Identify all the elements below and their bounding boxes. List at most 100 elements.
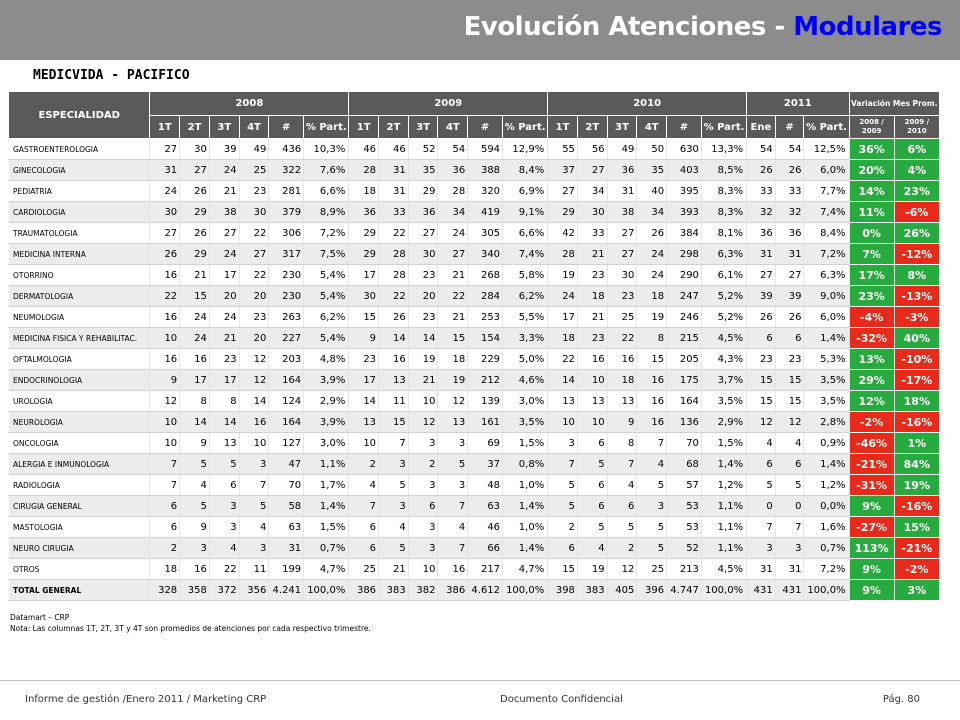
cell-var-2009-2010: 18%: [893, 390, 941, 412]
cell-name: ENDOCRINOLOGIA: [7, 369, 151, 391]
header-year-2008: 2008: [149, 91, 350, 116]
cell-2010-part: 1,5%: [700, 432, 748, 454]
cell-2010-3t: 16: [606, 348, 638, 370]
cell-2010-total: 290: [666, 264, 702, 286]
cell-var-2008-2009: 14%: [848, 180, 895, 202]
cell-var-2009-2010: -6%: [893, 201, 941, 223]
cell-2009-1t: 25: [348, 558, 380, 580]
cell-2010-4t: 25: [636, 558, 668, 580]
cell-2009-3t: 21: [407, 369, 439, 391]
cell-2009-3t: 12: [407, 411, 439, 433]
cell-2010-total: 205: [666, 348, 702, 370]
cell-2009-total: 46: [467, 516, 504, 538]
cell-2010-total: 136: [666, 411, 702, 433]
cell-var-2009-2010: -10%: [893, 348, 941, 370]
cell-2008-4t: 25: [238, 159, 270, 181]
cell-2008-part: 1,5%: [303, 516, 350, 538]
cell-2009-3t: 382: [407, 579, 439, 601]
cell-2010-1t: 3: [547, 432, 578, 454]
cell-2008-4t: 14: [238, 390, 270, 412]
cell-2009-part: 0,8%: [502, 453, 549, 475]
cell-2011-total: 4: [774, 432, 805, 454]
cell-2009-1t: 17: [348, 264, 380, 286]
cell-2011-total: 26: [774, 306, 805, 328]
cell-var-2008-2009: 12%: [848, 390, 895, 412]
cell-2010-total: 246: [666, 306, 702, 328]
cell-2010-part: 1,1%: [700, 537, 748, 559]
footer-center: Documento Confidencial: [500, 694, 623, 705]
cell-2011-total: 54: [774, 138, 805, 160]
cell-2008-total: 31: [268, 537, 305, 559]
cell-2008-1t: 16: [149, 348, 181, 370]
cell-name: NEUMOLOGIA: [7, 306, 151, 328]
cell-2008-1t: 6: [149, 516, 181, 538]
cell-2009-1t: 46: [348, 138, 380, 160]
cell-2010-part: 13,3%: [700, 138, 748, 160]
cell-2009-part: 6,9%: [502, 180, 549, 202]
cell-2009-part: 1,0%: [502, 516, 549, 538]
cell-2008-4t: 10: [238, 432, 270, 454]
cell-2011-part: 5,3%: [803, 348, 850, 370]
cell-2011-part: 1,6%: [803, 516, 850, 538]
cell-2008-1t: 18: [149, 558, 181, 580]
cell-2008-3t: 20: [208, 285, 240, 307]
cell-2010-part: 3,7%: [700, 369, 748, 391]
header-2008-3t: 3T: [208, 115, 240, 139]
cell-2008-3t: 21: [208, 327, 240, 349]
cell-2009-part: 6,6%: [502, 222, 549, 244]
cell-2008-part: 7,2%: [303, 222, 350, 244]
page-subtitle: MEDICVIDA - PACIFICO: [33, 68, 190, 83]
cell-2008-2t: 17: [179, 369, 210, 391]
cell-var-2009-2010: -12%: [893, 243, 941, 265]
cell-2011-part: 8,4%: [803, 222, 850, 244]
cell-2011-ene: 26: [746, 159, 776, 181]
cell-2010-total: 68: [666, 453, 702, 475]
cell-2011-ene: 6: [746, 453, 776, 475]
cell-2008-2t: 24: [179, 327, 210, 349]
cell-name: OTROS: [7, 558, 151, 580]
cell-2011-ene: 31: [746, 243, 776, 265]
cell-2011-part: 6,0%: [803, 306, 850, 328]
cell-2010-2t: 23: [576, 327, 608, 349]
cell-2011-total: 6: [774, 327, 805, 349]
cell-2010-2t: 4: [576, 537, 608, 559]
cell-var-2009-2010: -16%: [893, 411, 941, 433]
cell-2010-part: 1,1%: [700, 495, 748, 517]
header-year-2009: 2009: [348, 91, 549, 116]
cell-2010-total: 298: [666, 243, 702, 265]
cell-2008-2t: 26: [179, 222, 210, 244]
cell-2011-part: 100,0%: [803, 579, 850, 601]
cell-2008-3t: 3: [208, 516, 240, 538]
cell-2009-3t: 3: [407, 537, 439, 559]
cell-2011-ene: 15: [746, 390, 776, 412]
cell-2010-4t: 24: [636, 243, 668, 265]
cell-2009-4t: 5: [437, 453, 469, 475]
cell-var-2008-2009: 13%: [848, 348, 895, 370]
cell-2008-1t: 7: [149, 453, 181, 475]
header-2011-ene: Ene: [746, 115, 776, 139]
cell-2008-3t: 5: [208, 453, 240, 475]
page-title-prefix: Evolución Atenciones -: [463, 12, 794, 42]
cell-2010-4t: 4: [636, 453, 668, 475]
cell-name: OFTALMOLOGIA: [7, 348, 151, 370]
cell-2009-4t: 7: [437, 537, 469, 559]
cell-2008-total: 227: [268, 327, 305, 349]
cell-2009-4t: 386: [437, 579, 469, 601]
cell-2010-3t: 5: [606, 516, 638, 538]
cell-2011-part: 7,7%: [803, 180, 850, 202]
cell-2011-total: 33: [774, 180, 805, 202]
cell-2010-total: 630: [666, 138, 702, 160]
cell-var-2008-2009: -4%: [848, 306, 895, 328]
cell-2010-1t: 27: [547, 180, 578, 202]
cell-2009-1t: 13: [348, 411, 380, 433]
header-2010-1t: 1T: [547, 115, 578, 139]
cell-2008-1t: 30: [149, 201, 181, 223]
cell-2009-4t: 19: [437, 369, 469, 391]
cell-2008-3t: 372: [208, 579, 240, 601]
cell-2010-1t: 29: [547, 201, 578, 223]
cell-2011-part: 0,7%: [803, 537, 850, 559]
cell-2010-3t: 30: [606, 264, 638, 286]
cell-2008-1t: 10: [149, 327, 181, 349]
cell-2008-part: 1,4%: [303, 495, 350, 517]
cell-var-2009-2010: 15%: [893, 516, 941, 538]
